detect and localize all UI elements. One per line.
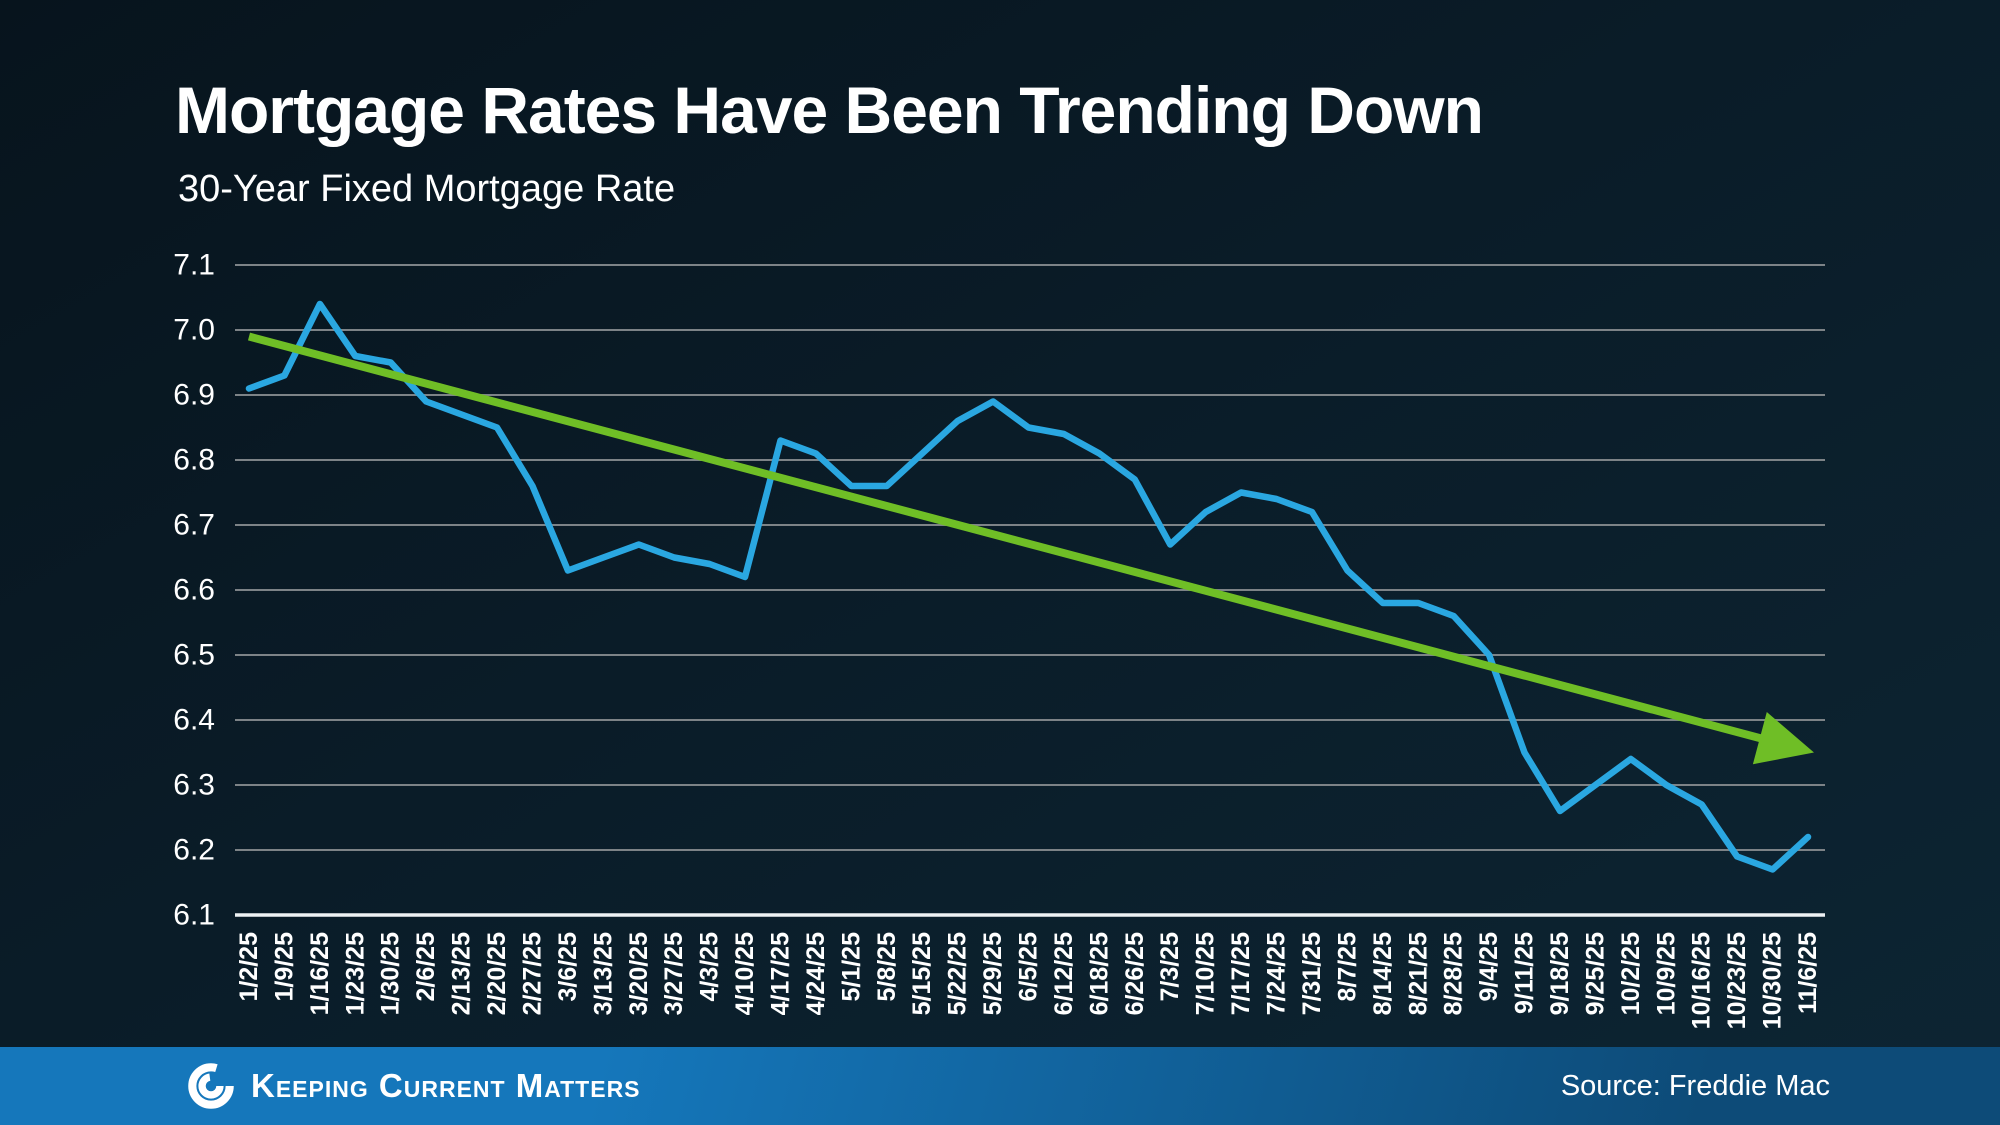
svg-text:6.1: 6.1 bbox=[173, 899, 215, 932]
svg-text:1/23/25: 1/23/25 bbox=[341, 932, 369, 1016]
svg-text:1/30/25: 1/30/25 bbox=[377, 932, 405, 1016]
svg-text:6/18/25: 6/18/25 bbox=[1085, 932, 1113, 1016]
svg-text:10/23/25: 10/23/25 bbox=[1723, 932, 1751, 1029]
svg-text:6/12/25: 6/12/25 bbox=[1050, 932, 1078, 1016]
svg-text:6/26/25: 6/26/25 bbox=[1121, 932, 1149, 1016]
svg-text:1/2/25: 1/2/25 bbox=[235, 932, 263, 1002]
svg-text:6.9: 6.9 bbox=[173, 379, 215, 412]
svg-text:6.5: 6.5 bbox=[173, 639, 215, 672]
svg-text:6.8: 6.8 bbox=[173, 444, 215, 477]
svg-text:10/30/25: 10/30/25 bbox=[1759, 932, 1787, 1029]
svg-text:3/27/25: 3/27/25 bbox=[660, 932, 688, 1016]
svg-text:9/4/25: 9/4/25 bbox=[1475, 932, 1503, 1002]
kcm-swirl-icon bbox=[188, 1063, 234, 1109]
svg-text:3/20/25: 3/20/25 bbox=[625, 932, 653, 1016]
svg-text:6/5/25: 6/5/25 bbox=[1015, 932, 1043, 1002]
svg-text:2/27/25: 2/27/25 bbox=[518, 932, 546, 1016]
svg-text:10/16/25: 10/16/25 bbox=[1688, 932, 1716, 1029]
svg-text:7.1: 7.1 bbox=[173, 249, 215, 282]
svg-text:6.3: 6.3 bbox=[173, 769, 215, 802]
svg-text:3/6/25: 3/6/25 bbox=[554, 932, 582, 1002]
chart-subtitle: 30-Year Fixed Mortgage Rate bbox=[178, 168, 676, 210]
gridlines bbox=[235, 264, 1825, 917]
svg-text:6.7: 6.7 bbox=[173, 509, 215, 542]
svg-text:8/28/25: 8/28/25 bbox=[1440, 932, 1468, 1016]
svg-text:7/24/25: 7/24/25 bbox=[1263, 932, 1291, 1016]
svg-text:8/14/25: 8/14/25 bbox=[1369, 932, 1397, 1016]
svg-text:8/7/25: 8/7/25 bbox=[1333, 932, 1361, 1002]
svg-text:4/10/25: 4/10/25 bbox=[731, 932, 759, 1016]
trend-arrowhead bbox=[1752, 712, 1814, 765]
svg-text:4/24/25: 4/24/25 bbox=[802, 932, 830, 1016]
x-axis-labels: 1/2/25 1/9/25 1/16/25 1/23/25 1/30/25 2/6/25 2… bbox=[235, 932, 1822, 1029]
trend-line bbox=[247, 332, 1765, 744]
svg-text:4/3/25: 4/3/25 bbox=[696, 932, 724, 1002]
source-credit: Source: Freddie Mac bbox=[1560, 1069, 1830, 1102]
svg-text:5/22/25: 5/22/25 bbox=[944, 932, 972, 1016]
svg-text:6.2: 6.2 bbox=[173, 834, 215, 867]
svg-text:4/17/25: 4/17/25 bbox=[766, 932, 794, 1016]
svg-text:7.0: 7.0 bbox=[173, 314, 215, 347]
svg-text:7/31/25: 7/31/25 bbox=[1298, 932, 1326, 1016]
svg-text:9/11/25: 9/11/25 bbox=[1511, 932, 1539, 1014]
brand-wordmark: Keeping Current Matters bbox=[251, 1067, 641, 1104]
svg-text:9/25/25: 9/25/25 bbox=[1581, 932, 1609, 1016]
svg-text:5/29/25: 5/29/25 bbox=[979, 932, 1007, 1016]
svg-text:7/3/25: 7/3/25 bbox=[1156, 932, 1184, 1002]
svg-text:3/13/25: 3/13/25 bbox=[589, 932, 617, 1016]
svg-text:10/2/25: 10/2/25 bbox=[1617, 932, 1645, 1016]
svg-text:5/15/25: 5/15/25 bbox=[908, 932, 936, 1016]
svg-text:1/9/25: 1/9/25 bbox=[270, 932, 298, 1002]
footer-bar: Keeping Current Matters Source: Freddie … bbox=[0, 1047, 2000, 1125]
svg-text:5/1/25: 5/1/25 bbox=[837, 932, 865, 1002]
svg-text:10/9/25: 10/9/25 bbox=[1652, 932, 1680, 1016]
svg-text:6.4: 6.4 bbox=[173, 704, 215, 737]
svg-text:7/10/25: 7/10/25 bbox=[1192, 932, 1220, 1016]
rate-line bbox=[245, 300, 1812, 873]
y-axis-labels: 6.1 6.2 6.3 6.4 6.5 6.6 6.7 6.8 6.9 7.0 7.1 bbox=[173, 249, 215, 932]
svg-text:9/18/25: 9/18/25 bbox=[1546, 932, 1574, 1016]
svg-text:2/20/25: 2/20/25 bbox=[483, 932, 511, 1016]
brand-lockup: Keeping Current Matters bbox=[185, 1060, 641, 1112]
chart-title: Mortgage Rates Have Been Trending Down bbox=[175, 73, 1484, 147]
svg-text:5/8/25: 5/8/25 bbox=[873, 932, 901, 1002]
svg-text:2/6/25: 2/6/25 bbox=[412, 932, 440, 1002]
svg-text:1/16/25: 1/16/25 bbox=[306, 932, 334, 1016]
svg-text:11/6/25: 11/6/25 bbox=[1794, 932, 1822, 1014]
svg-text:8/21/25: 8/21/25 bbox=[1404, 932, 1432, 1016]
svg-text:7/17/25: 7/17/25 bbox=[1227, 932, 1255, 1016]
svg-text:2/13/25: 2/13/25 bbox=[448, 932, 476, 1016]
svg-text:6.6: 6.6 bbox=[173, 574, 215, 607]
